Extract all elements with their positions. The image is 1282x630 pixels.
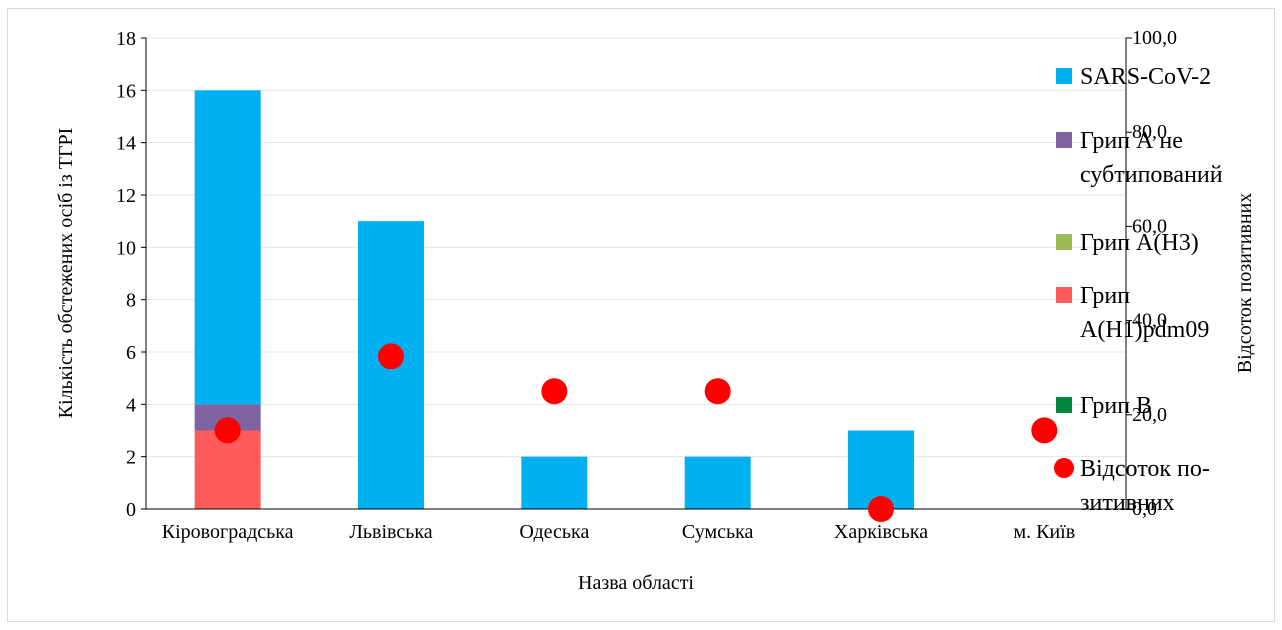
legend-label-4: Грип [1080, 283, 1130, 309]
y-tick-label: 14 [116, 133, 136, 155]
legend-label-5: Грип В [1080, 393, 1152, 419]
legend-swatch-5 [1056, 397, 1072, 413]
percent-point-1 [214, 417, 241, 444]
y-tick-label: 2 [126, 447, 136, 469]
y2-tick-label: 100,0 [1132, 27, 1177, 49]
percent-point-5 [868, 496, 894, 522]
x-tick-label: Львівська [349, 521, 432, 543]
y-tick-label: 4 [126, 394, 136, 416]
y2-tick-label: 60,0 [1132, 215, 1167, 237]
y-axis-title: Кількість обстежених осіб із ТГРІ [55, 128, 77, 419]
x-tick-label: м. Київ [1013, 521, 1075, 543]
percent-point-2 [378, 343, 404, 370]
y-tick-label: 12 [116, 185, 136, 207]
percent-point-3 [541, 378, 568, 405]
x-axis-title: Назва області [578, 572, 694, 594]
y2-axis-title: Відсоток позитивних [1234, 193, 1256, 373]
y2-tick-label: 40,0 [1132, 310, 1167, 332]
bar-3-series-5 [521, 456, 588, 509]
y-tick-label: 10 [116, 237, 136, 259]
bar-4-series-5 [684, 456, 751, 509]
y2-tick-label: 20,0 [1132, 404, 1167, 426]
legend-label-1: SARS-CoV-2 [1080, 64, 1211, 90]
legend-swatch-3 [1056, 234, 1072, 250]
y-tick-label: 0 [126, 499, 136, 521]
x-tick-label: Харківська [834, 521, 928, 543]
x-tick-label: Сумська [682, 521, 754, 543]
legend-label-2: субтипований [1080, 162, 1223, 188]
y-tick-label: 18 [116, 28, 136, 50]
bar-1-series-5 [194, 90, 261, 405]
legend-label-3: Грип A(H3) [1080, 230, 1199, 256]
legend-label-6: зитивних [1080, 490, 1175, 516]
y-tick-label: 8 [126, 290, 136, 312]
legend-marker-6 [1054, 458, 1074, 478]
y2-tick-label: 0,0 [1132, 498, 1157, 520]
x-tick-label: Одеська [519, 521, 589, 543]
x-tick-label: Кіровоградська [162, 521, 294, 543]
percent-point-6 [1031, 417, 1058, 444]
legend-label-2: Грип А не [1080, 128, 1183, 154]
bar-1-series-1 [194, 430, 261, 509]
legend-swatch-4 [1056, 287, 1072, 303]
legend-label-4: A(H1)pdm09 [1080, 317, 1209, 343]
legend-swatch-2 [1056, 132, 1072, 148]
y-tick-label: 16 [116, 80, 136, 102]
bar-5-series-5 [848, 430, 914, 509]
legend-swatch-1 [1056, 68, 1072, 84]
legend-label-6: Відсоток по- [1080, 456, 1210, 482]
y2-tick-label: 80,0 [1132, 121, 1167, 143]
y-tick-label: 6 [126, 342, 136, 364]
percent-point-4 [704, 378, 731, 405]
